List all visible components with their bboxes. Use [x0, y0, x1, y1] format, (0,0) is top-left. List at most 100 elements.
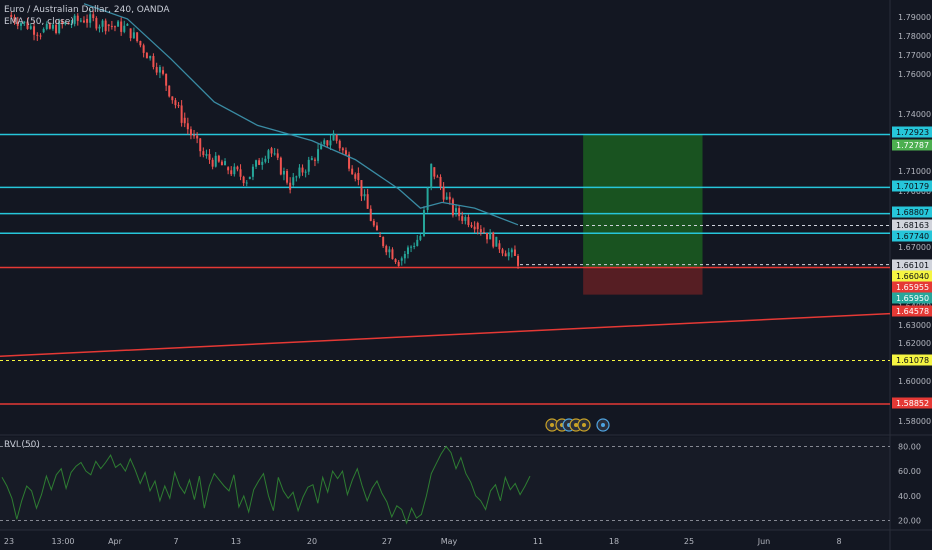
price-level-label-bg [892, 270, 932, 282]
candle-body [45, 23, 48, 29]
candle-body [132, 32, 135, 39]
price-level-label-bg [892, 206, 932, 218]
candle-body [233, 166, 236, 175]
candle-body [282, 171, 285, 175]
price-level-label-bg [892, 139, 932, 151]
candle-body [486, 233, 489, 240]
candle-body [379, 235, 382, 237]
price-level-label-bg [892, 354, 932, 366]
price-tick-label: 1.78000 [898, 32, 931, 41]
candle-body [416, 239, 419, 246]
candle-body [180, 105, 183, 123]
candle-body [199, 138, 202, 152]
event-badges[interactable] [545, 418, 615, 432]
candle-body [168, 85, 171, 97]
price-tick-label: 1.76000 [898, 70, 931, 79]
price-level-label-text: 1.72787 [896, 141, 929, 150]
candle-body [464, 217, 467, 221]
candle-body [301, 167, 304, 173]
candle-body [436, 176, 439, 178]
candle-body [239, 169, 242, 177]
time-tick-label: May [441, 537, 458, 546]
price-level-label-text: 1.66040 [896, 272, 929, 281]
candle-body [189, 129, 192, 136]
candle-body [145, 52, 148, 59]
news-icon[interactable] [596, 418, 610, 432]
candle-body [92, 14, 95, 19]
price-level-label: 1.65955 [892, 281, 932, 293]
candle-body [33, 26, 36, 35]
candle-body [332, 133, 335, 141]
candle-body [382, 236, 385, 247]
price-level-label-text: 1.68163 [896, 221, 929, 230]
candle-body [196, 135, 199, 139]
candle-body [410, 246, 413, 248]
price-level-label-bg [892, 180, 932, 192]
price-level-label: 1.65950 [892, 292, 932, 304]
price-level-label-text: 1.68807 [896, 208, 929, 217]
price-level-label-text: 1.61078 [896, 356, 929, 365]
target-zone [583, 134, 703, 268]
candle-body [372, 220, 375, 226]
candle-body [385, 246, 388, 253]
candle-body [177, 105, 180, 107]
candle-body [165, 73, 168, 86]
candle-body [448, 196, 451, 200]
candle-body [193, 135, 196, 137]
candle-body [360, 180, 363, 197]
candle-body [251, 166, 254, 177]
candle-body [113, 26, 116, 28]
candle-body [391, 249, 394, 260]
candle-body [110, 25, 113, 27]
candle-body [270, 148, 273, 154]
news-icon[interactable] [577, 418, 591, 432]
news-icon[interactable] [545, 418, 559, 432]
candle-body [344, 150, 347, 155]
candle-body [51, 24, 54, 29]
candle-body [273, 153, 276, 155]
candle-body [117, 21, 120, 27]
price-level-label: 1.66040 [892, 270, 932, 282]
candle-body [354, 174, 357, 179]
candle-body [26, 21, 29, 29]
candle-body [205, 154, 208, 156]
candle-body [489, 232, 492, 240]
candle-body [104, 20, 107, 32]
candle-body [292, 177, 295, 185]
price-level-label: 1.72787 [892, 139, 932, 151]
candle-body [236, 166, 239, 170]
time-tick-label: 8 [836, 537, 841, 546]
candle-body [86, 18, 89, 23]
candle-body [107, 24, 110, 26]
candle-body [267, 150, 270, 159]
time-tick-label: Apr [108, 537, 123, 546]
candle-body [495, 236, 498, 247]
candle-body [507, 252, 510, 257]
candle-body [120, 21, 123, 32]
candle-body [394, 259, 397, 263]
price-tick-label: 1.77000 [898, 51, 931, 60]
candle-body [517, 255, 520, 266]
rvi-tick-label: 80.00 [898, 442, 921, 451]
candle-body [335, 134, 338, 141]
price-level-label: 1.67740 [892, 230, 932, 242]
price-level-label-bg [892, 305, 932, 317]
candle-body [149, 56, 152, 59]
candle-body [317, 149, 320, 161]
time-tick-label: 20 [307, 537, 317, 546]
candle-body [82, 20, 85, 23]
ema-label: EMA (50, close) [4, 17, 74, 27]
price-tick-label: 1.74000 [898, 110, 931, 119]
price-tick-label: 1.60000 [898, 377, 931, 386]
candle-body [510, 249, 513, 253]
rvi-tick-label: 20.00 [898, 517, 921, 526]
candle-body [422, 210, 425, 236]
price-level-label-bg [892, 292, 932, 304]
candle-body [326, 140, 329, 146]
candle-body [439, 176, 442, 187]
candle-body [403, 254, 406, 259]
candle-body [295, 176, 298, 178]
candle-body [23, 21, 26, 24]
time-tick-label: 13 [231, 537, 241, 546]
